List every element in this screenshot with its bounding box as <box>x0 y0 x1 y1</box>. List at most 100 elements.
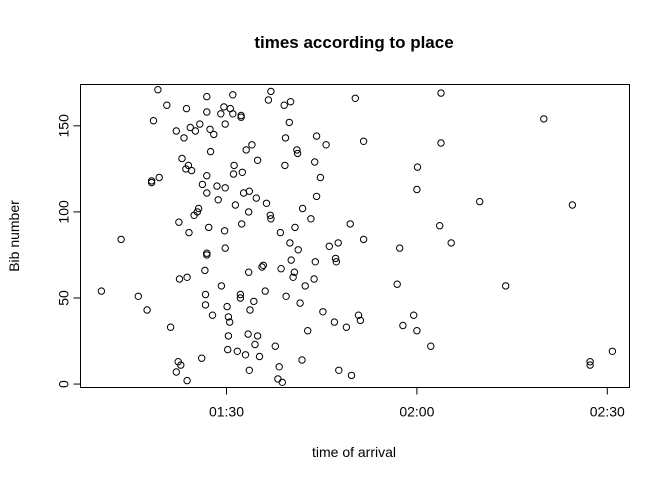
data-point <box>214 196 222 204</box>
data-point <box>502 282 510 290</box>
data-point <box>586 361 594 369</box>
data-point <box>312 132 321 140</box>
data-point <box>410 311 418 319</box>
data-point <box>280 101 288 109</box>
data-point <box>201 301 210 309</box>
data-point <box>286 98 295 106</box>
data-point <box>221 244 229 252</box>
data-point <box>203 108 211 116</box>
data-point <box>237 113 245 121</box>
data-point <box>203 172 211 180</box>
data-point <box>184 161 193 170</box>
data-point <box>293 149 302 158</box>
data-point <box>255 352 264 361</box>
data-point <box>206 125 214 134</box>
data-point <box>347 371 356 380</box>
data-point <box>253 332 262 340</box>
data-point <box>291 223 299 232</box>
chart-title: times according to place <box>254 33 453 52</box>
data-point <box>277 265 285 273</box>
data-point <box>287 256 295 264</box>
data-point <box>322 141 330 149</box>
data-point <box>298 356 306 364</box>
y-tick-label: 100 <box>56 200 72 224</box>
data-point <box>298 204 307 213</box>
data-point <box>447 239 455 247</box>
data-point <box>185 228 193 237</box>
data-point <box>311 258 319 266</box>
data-point <box>258 263 266 271</box>
data-point <box>246 306 254 314</box>
data-point <box>245 187 254 195</box>
data-point <box>223 302 231 311</box>
data-point <box>294 246 302 254</box>
y-tick-label: 50 <box>56 290 72 306</box>
data-point <box>177 361 185 369</box>
data-point <box>172 127 181 135</box>
data-point <box>242 146 250 154</box>
data-point <box>186 123 195 132</box>
y-axis-label: Bib number <box>6 200 22 272</box>
data-point <box>147 177 156 185</box>
data-point <box>224 313 233 321</box>
data-point <box>229 170 238 178</box>
data-point <box>231 201 240 209</box>
data-point <box>238 168 247 177</box>
data-point <box>293 146 301 154</box>
data-point <box>310 275 318 283</box>
data-point <box>346 220 354 228</box>
data-point <box>351 94 359 103</box>
x-tick-label: 02:30 <box>590 404 625 420</box>
data-point <box>568 201 577 209</box>
data-point <box>330 318 339 326</box>
data-point <box>244 330 252 338</box>
data-point <box>266 211 274 220</box>
data-point <box>251 340 259 349</box>
data-point <box>331 254 340 263</box>
data-point <box>282 292 290 300</box>
data-point <box>413 185 421 194</box>
data-point <box>437 139 445 147</box>
data-point <box>393 280 401 288</box>
data-point <box>226 318 234 326</box>
y-tick-label: 150 <box>56 114 72 138</box>
data-point <box>286 239 294 247</box>
data-point <box>203 249 211 257</box>
data-point <box>319 308 327 316</box>
data-point <box>289 273 297 281</box>
data-point <box>436 222 444 230</box>
data-point <box>198 354 206 362</box>
data-point <box>250 297 258 306</box>
data-point <box>233 347 242 355</box>
plot-frame <box>80 84 630 388</box>
data-point <box>163 101 171 109</box>
points-layer <box>97 86 617 386</box>
data-point <box>97 287 106 295</box>
data-point <box>178 154 186 163</box>
data-point <box>413 163 422 171</box>
data-point <box>245 208 253 216</box>
data-point <box>175 275 184 283</box>
data-point <box>275 363 283 371</box>
data-point <box>399 321 407 330</box>
data-point <box>229 110 237 118</box>
data-point <box>198 180 207 189</box>
data-point <box>183 376 191 385</box>
data-point <box>213 182 221 190</box>
data-point <box>252 194 260 202</box>
data-point <box>271 342 279 350</box>
data-point <box>175 218 183 226</box>
data-point <box>253 156 262 165</box>
data-point <box>154 86 162 94</box>
data-point <box>396 244 404 252</box>
data-point <box>248 141 256 149</box>
data-point <box>296 299 304 307</box>
data-point <box>359 137 368 146</box>
data-point <box>342 323 351 331</box>
data-point <box>187 166 196 175</box>
data-point <box>274 375 282 383</box>
data-point <box>143 306 151 314</box>
data-point <box>155 173 163 182</box>
data-point <box>203 92 211 101</box>
